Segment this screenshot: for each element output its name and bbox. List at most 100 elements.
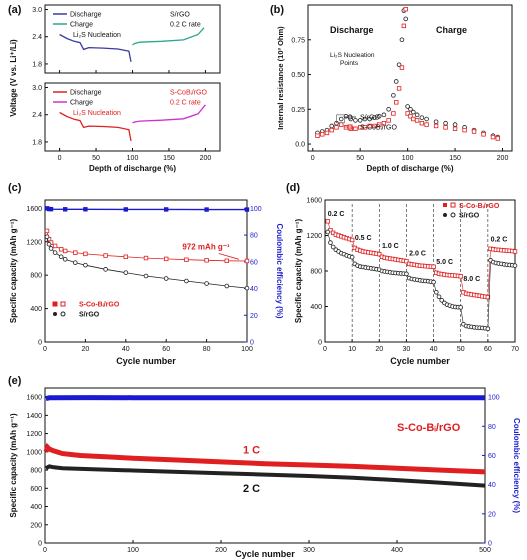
resistance-point-scob: [462, 127, 467, 133]
panel-label: (b): [270, 4, 284, 16]
x-tick-label: 50: [92, 155, 100, 162]
x-tick-label: 0: [311, 155, 315, 162]
panel-label: (d): [286, 182, 300, 194]
x-tick-label: 400: [391, 547, 403, 554]
y2-tick-label: 80: [488, 424, 496, 431]
resistance-point-scob: [399, 65, 405, 70]
legend-label: Charge: [70, 100, 93, 107]
capacity-point-scob: [52, 243, 58, 249]
legend-marker: [52, 301, 58, 307]
y-tick-label: 600: [30, 486, 42, 493]
nucleation-annotation: Li₂S Nucleation: [330, 52, 375, 59]
capacity-point-scob: [63, 248, 68, 254]
resistance-point-scob: [386, 118, 391, 123]
coulombic-efficiency-point: [204, 207, 209, 212]
x-tick-label: 20: [375, 346, 383, 353]
y-tick-label: 1600: [26, 206, 42, 213]
y-tick-label: 800: [30, 273, 42, 280]
capacity-point-scob: [44, 228, 50, 234]
resistance-point-srgo: [403, 16, 409, 22]
resistance-point-srgo: [399, 37, 405, 43]
panel-d: (d) 0 10 20 30 40 50 60 70 0 400 800 1200 1600 0.2 C 0.…: [286, 182, 519, 366]
panel-e: (e)0 100 200 300 400 500020040060080010001200…: [8, 375, 521, 559]
resistance-point-srgo: [443, 120, 448, 126]
capacity-point-scob: [377, 251, 382, 257]
y-tick-label: 1200: [306, 233, 322, 240]
resistance-point-scob: [394, 100, 399, 105]
x-tick-label: 30: [403, 346, 411, 353]
resistance-point-srgo: [357, 118, 363, 123]
voltage-subplot-lower: 1.8 2.4 3.0 Discharge Charge S-CoBᵢ/rGO 0.2 C …: [32, 82, 221, 152]
sample-name: S/rGO: [170, 12, 190, 19]
resistance-point-scob: [433, 123, 439, 129]
capacity-point-srgo: [83, 262, 88, 268]
capacity-point-scob: [83, 251, 88, 257]
resistance-point-srgo: [393, 79, 399, 84]
y-tick-label: 1.8: [32, 139, 42, 146]
sample-label: S-Co-Bᵢ/rGO: [397, 422, 461, 434]
resistance-point-scob: [339, 122, 344, 127]
resistance-point-scob: [396, 86, 402, 91]
capacity-point-srgo: [44, 234, 50, 240]
y2-tick-label: 0: [488, 541, 492, 548]
coulombic-efficiency-point: [163, 207, 169, 212]
capacity-point-scob: [224, 258, 229, 264]
x-tick-label: 40: [122, 346, 130, 353]
x-tick-label: 0: [43, 346, 47, 353]
y-tick-label: 0: [38, 541, 42, 548]
legend-label: S/rGO: [360, 115, 380, 122]
x-tick-label: 60: [162, 346, 170, 353]
x-tick-label: 50: [356, 155, 364, 162]
panel-label: (a): [8, 4, 22, 16]
legend-label: Discharge: [70, 90, 102, 97]
rate-label-2c: 2 C: [243, 483, 260, 495]
y-tick-label: 2.4: [32, 34, 42, 41]
plot-frame: [307, 4, 513, 152]
resistance-point-srgo: [329, 123, 335, 129]
x-tick-label: 150: [163, 155, 175, 162]
y2-axis-title: Coulombic efficiency (%): [275, 223, 284, 318]
y2-tick-label: 100: [488, 395, 500, 402]
capacity-point-scob: [458, 274, 463, 279]
capacity-point-scob: [163, 256, 169, 262]
capacity-point-scob: [204, 258, 209, 263]
resistance-point-scob: [381, 120, 387, 126]
y-tick-label: 800: [30, 468, 42, 475]
region-label-charge: Charge: [436, 25, 467, 35]
resistance-point-srgo: [372, 115, 377, 120]
x-tick-label: 60: [484, 346, 492, 353]
y-axis-title: Voltage (V vs. Li⁺/Li): [9, 39, 18, 117]
rate-label: 2.0 C: [409, 250, 426, 257]
resistance-point-scob: [443, 125, 448, 130]
resistance-point-scob: [362, 125, 368, 130]
x-tick-label: 100: [241, 346, 253, 353]
y-tick-label: 0.50: [291, 72, 305, 79]
annotation-arrow: [218, 253, 240, 260]
legend-marker: [450, 212, 456, 218]
y-tick-label: 0.75: [291, 37, 305, 44]
region-label-discharge: Discharge: [330, 25, 374, 35]
nucleation-box: [336, 114, 345, 124]
y-tick-label: 3.0: [32, 85, 42, 92]
resistance-point-scob: [401, 23, 407, 29]
resistance-point-scob: [372, 123, 377, 129]
capacity-point-scob: [325, 219, 330, 224]
rate-note: 0.2 C rate: [170, 22, 201, 29]
x-axis-title: Cycle number: [116, 356, 176, 366]
capacity-point-srgo: [325, 229, 331, 235]
capacity-point-scob: [244, 258, 250, 264]
capacity-line-srgo: [46, 236, 248, 289]
charge-curve: [132, 27, 205, 46]
legend-marker: [60, 301, 66, 307]
legend-label: S-Co-Bᵢ/rGO: [459, 203, 500, 210]
resistance-point-srgo: [381, 112, 387, 118]
y-axis-title: Specific capacity (mAh g⁻¹): [9, 219, 18, 324]
capacity-point-srgo: [404, 271, 409, 277]
y-tick-label: 200: [30, 522, 42, 529]
capacity-point-scob: [184, 257, 189, 262]
y-tick-label: 2.4: [32, 112, 42, 119]
capacity-point-srgo: [46, 241, 52, 247]
capacity-point-scob: [73, 250, 78, 255]
panel-a: (a) 1.8 2.4 3.0 Discharge Charge S/rGO 0.2 C ra…: [8, 4, 221, 173]
plot-frame: [44, 199, 248, 343]
